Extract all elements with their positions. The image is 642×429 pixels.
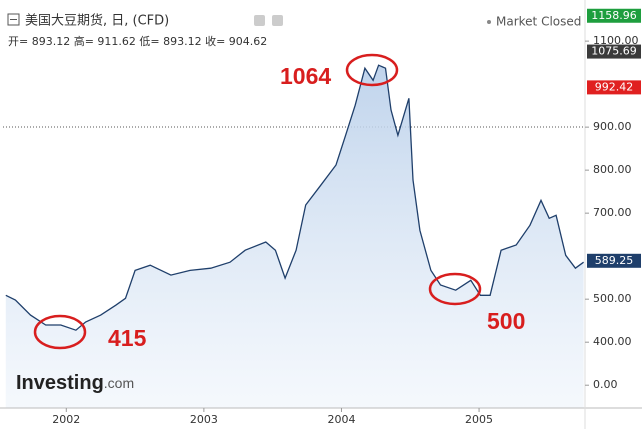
annotation-ellipse: [428, 272, 482, 306]
y-tick-label: 700.00: [593, 206, 632, 219]
line: [5, 64, 584, 331]
annotation: 415: [108, 325, 147, 351]
price-tag: [587, 8, 641, 23]
market-status: Market Closed: [496, 15, 581, 29]
annotation-ellipse: [33, 314, 87, 350]
price-tag: [587, 44, 641, 59]
logo: Investing.com: [16, 372, 134, 394]
annotation: 1064: [280, 63, 331, 89]
logo-suffix: .com: [104, 375, 134, 391]
price-tag-label: 1158.96: [591, 9, 637, 22]
ohlc: 开= 893.12 高= 911.62 低= 893.12 收= 904.62: [8, 34, 267, 48]
x-tick-label: 2003: [190, 413, 218, 426]
x-tick-label: 2005: [465, 413, 493, 426]
y-tick-label: 400.00: [593, 335, 632, 348]
price-tag-label: 589.25: [595, 254, 634, 267]
price-tag-label: 1075.69: [591, 45, 637, 58]
y-tick-label: 1100.00: [593, 34, 639, 47]
collapse-icon[interactable]: [7, 13, 20, 26]
y-tick-label: 800.00: [593, 163, 632, 176]
x-tick-label: 2002: [52, 413, 80, 426]
price-tag-label: 992.42: [595, 80, 634, 93]
plot: [5, 64, 584, 408]
price-tag: [587, 253, 641, 268]
x-tick-label: 2004: [327, 413, 355, 426]
price-tag: [587, 80, 641, 95]
area: [5, 65, 584, 408]
settings-icon[interactable]: [254, 15, 265, 26]
chart-title: 美国大豆期货, 日, (CFD): [25, 13, 169, 29]
status-dot: [487, 20, 491, 24]
annotation-ellipse: [345, 53, 399, 87]
y-tick-label: 500.00: [593, 292, 632, 305]
y-tick-label: 900.00: [593, 120, 632, 133]
logo-main: Investing: [16, 372, 104, 394]
close-icon[interactable]: [272, 15, 283, 26]
y-tick-label: 0.00: [593, 378, 618, 391]
annotation: 500: [487, 308, 525, 334]
